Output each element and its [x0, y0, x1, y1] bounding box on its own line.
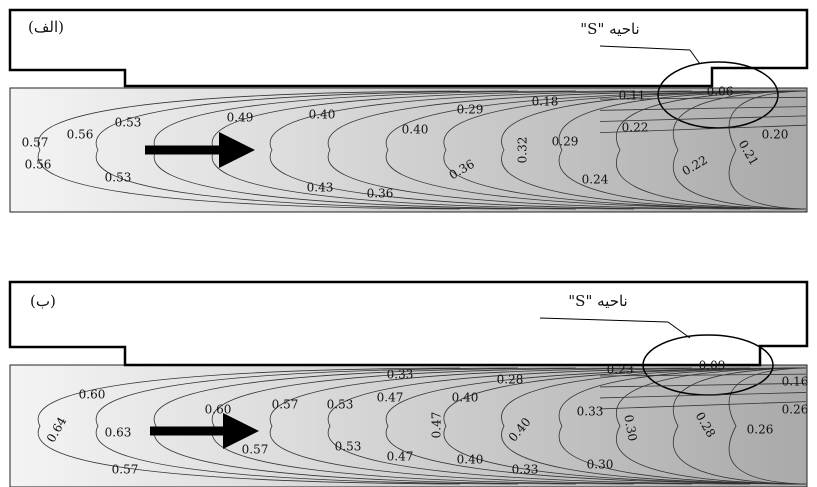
contour-line [385, 90, 807, 210]
contour-label: 0.53 [105, 171, 132, 185]
contour-label: 0.33 [387, 368, 414, 382]
region-label: ناحیه "S" [568, 292, 627, 310]
contour-label: 0.43 [307, 181, 334, 195]
contour-line [501, 90, 807, 210]
panel-label: (ب) [30, 292, 56, 310]
contour-line [599, 115, 807, 122]
contour-line [672, 90, 807, 210]
contour-label: 0.29 [457, 103, 484, 117]
contour-line [385, 367, 807, 485]
contour-line [558, 367, 807, 485]
contour-label: 0.40 [452, 391, 479, 405]
contour-label: 0.33 [512, 463, 539, 477]
panel-label: (الف) [28, 18, 64, 36]
contour-label: 0.47 [387, 450, 414, 464]
contour-label: 0.57 [22, 136, 49, 150]
contour-label: 0.47 [430, 412, 444, 439]
contour-label: 0.18 [532, 95, 559, 109]
contour-line [615, 367, 807, 485]
contour-line [615, 90, 807, 210]
contour-label: 0.22 [622, 121, 649, 135]
contour-line [599, 96, 807, 100]
contour-label: 0.40 [402, 123, 429, 137]
contour-line [37, 367, 461, 485]
leader-line [599, 45, 691, 51]
contour-label: 0.28 [497, 373, 524, 387]
panel-b: (ب) ناحیه "S"0.600.64 0.630.60 0.57 0.530.33… [8, 280, 809, 487]
contour-line [211, 367, 635, 485]
contour-line [327, 90, 751, 210]
contour-label: 0.47 [377, 391, 404, 405]
contour-label: 0.40 [457, 453, 484, 467]
contour-line [269, 90, 693, 210]
contour-label: 0.53 [115, 116, 142, 130]
contour-line [599, 392, 807, 399]
contour-line [558, 90, 807, 210]
contour-line [37, 90, 461, 210]
contour-label: 0.57 [242, 443, 269, 457]
contour-label: 0.20 [762, 128, 789, 142]
die-wall [8, 8, 809, 88]
contour-label: 0.56 [25, 158, 52, 172]
leader-line [539, 317, 669, 323]
contour-label: 0.33 [577, 405, 604, 419]
contour-label: 0.56 [67, 128, 94, 142]
contour-label: 0.32 [516, 137, 530, 164]
leader-line [667, 321, 691, 339]
contour-label: 0.30 [621, 414, 639, 443]
contour-label: 0.06 [707, 85, 734, 99]
contour-label: 0.09 [699, 359, 726, 373]
contour-label: 0.26 [782, 403, 809, 417]
contour-line [269, 367, 693, 485]
contour-line [443, 90, 807, 210]
contour-label: 0.57 [112, 463, 139, 477]
contour-label: 0.53 [335, 440, 362, 454]
contour-line [599, 382, 807, 388]
contour-label: 0.29 [552, 135, 579, 149]
contour-line [599, 401, 807, 410]
contour-label: 0.30 [587, 458, 614, 472]
contour-line [599, 124, 807, 134]
contour-label: 0.11 [619, 89, 646, 103]
contour-label: 0.24 [582, 173, 609, 187]
contour-label: 0.53 [327, 398, 354, 412]
contour-label: 0.57 [272, 398, 299, 412]
contour-label: 0.23 [607, 363, 634, 377]
contour-line [95, 367, 519, 485]
contour-label: 0.36 [367, 187, 394, 201]
contour-line [153, 367, 577, 485]
contour-label: 0.16 [782, 375, 809, 389]
contour-label: 0.26 [747, 423, 774, 437]
region-label: ناحیه "S" [580, 20, 639, 38]
contour-label: 0.60 [205, 403, 232, 417]
die-wall [8, 280, 809, 367]
panel-a: (الف) ناحیه "S" 0.57 0.56 0.53 0.49 0.40 0.29 0.… [8, 8, 809, 213]
contour-label: 0.63 [105, 426, 132, 440]
contour-label: 0.49 [227, 111, 254, 125]
contour-line [327, 367, 751, 485]
contour-line [501, 367, 807, 485]
contour-line [599, 106, 807, 111]
leader-line [689, 49, 701, 65]
contour-line [95, 90, 519, 210]
contour-line [443, 367, 807, 485]
contour-label: 0.40 [309, 108, 336, 122]
contour-label: 0.60 [79, 388, 106, 402]
contour-line [599, 373, 807, 377]
